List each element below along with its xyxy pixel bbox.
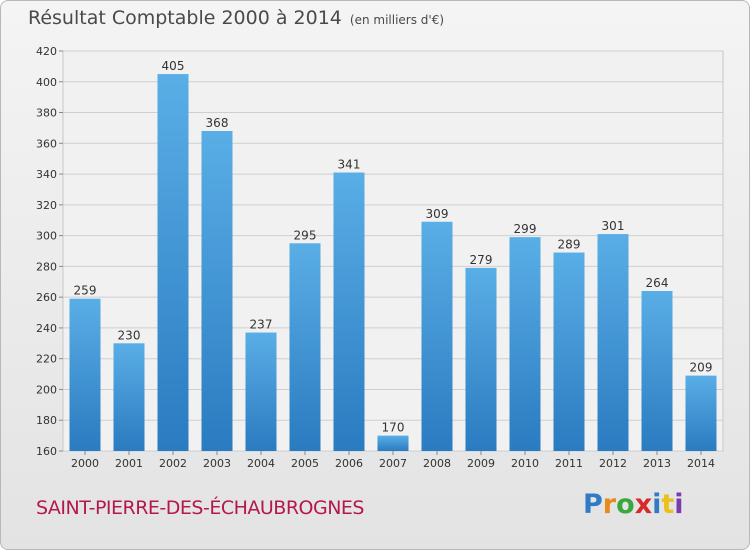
y-tick-label: 200 (36, 383, 57, 396)
bar (289, 243, 321, 451)
logo-letter: P (583, 489, 603, 520)
data-label: 279 (470, 253, 493, 267)
proxiti-logo: Proxiti (583, 489, 684, 520)
bar (157, 74, 189, 452)
y-tick-label: 180 (36, 414, 57, 427)
x-tick-label: 2012 (599, 457, 627, 470)
y-tick-label: 300 (36, 230, 57, 243)
bar (641, 291, 673, 451)
x-tick-label: 2004 (247, 457, 275, 470)
bar (377, 435, 409, 451)
data-label: 237 (250, 318, 273, 332)
data-label: 289 (558, 238, 581, 252)
y-tick-label: 360 (36, 137, 57, 150)
data-label: 259 (74, 284, 97, 298)
x-tick-label: 2008 (423, 457, 451, 470)
logo-letter: t (661, 489, 675, 520)
bar (685, 375, 717, 451)
y-axis-ticks: 160 180 200 220 240 260 280 300 320 340 360 380 400 4… (36, 45, 63, 458)
y-tick-label: 260 (36, 291, 57, 304)
x-tick-label: 2005 (291, 457, 319, 470)
data-label: 368 (206, 116, 229, 130)
bar (113, 343, 145, 451)
y-tick-label: 340 (36, 168, 57, 181)
data-label: 170 (382, 421, 405, 435)
data-label: 405 (162, 59, 185, 73)
logo-letter: o (616, 489, 635, 520)
data-label: 264 (646, 276, 669, 290)
x-tick-label: 2014 (687, 457, 715, 470)
x-tick-label: 2007 (379, 457, 407, 470)
x-tick-label: 2013 (643, 457, 671, 470)
bar (509, 237, 541, 451)
data-label: 230 (118, 328, 141, 342)
bar (201, 131, 233, 451)
x-tick-label: 2010 (511, 457, 539, 470)
data-labels: 259 230 405 368 237 295 341 170 309 279 299 289 301 2… (74, 59, 713, 435)
x-tick-label: 2009 (467, 457, 495, 470)
x-tick-label: 2000 (71, 457, 99, 470)
bars (69, 74, 717, 452)
y-tick-label: 380 (36, 107, 57, 120)
data-label: 299 (514, 222, 537, 236)
logo-letter: r (602, 489, 617, 520)
x-tick-label: 2002 (159, 457, 187, 470)
y-tick-label: 240 (36, 322, 57, 335)
logo-letter: i (652, 489, 662, 520)
logo-letter: x (634, 489, 653, 520)
x-tick-label: 2006 (335, 457, 363, 470)
commune-name: SAINT-PIERRE-DES-ÉCHAUBROGNES (36, 497, 364, 519)
y-tick-label: 320 (36, 199, 57, 212)
chart-unit: (en milliers d'€) (349, 13, 445, 27)
data-label: 295 (294, 228, 317, 242)
y-tick-label: 280 (36, 260, 57, 273)
logo-letter: i (674, 489, 684, 520)
x-axis-ticks: 2000 2001 2002 2003 2004 2005 2006 2007 2008 2009… (71, 451, 715, 470)
y-tick-label: 400 (36, 76, 57, 89)
bar (465, 267, 497, 451)
data-label: 209 (690, 361, 713, 375)
x-tick-label: 2003 (203, 457, 231, 470)
bar (245, 332, 277, 451)
bar (333, 172, 365, 452)
y-tick-label: 420 (36, 45, 57, 58)
chart-title-area: Résultat Comptable 2000 à 2014 (en millie… (28, 7, 444, 29)
x-tick-label: 2011 (555, 457, 583, 470)
bar (553, 252, 585, 451)
chart-title: Résultat Comptable 2000 à 2014 (28, 7, 342, 29)
y-tick-label: 160 (36, 445, 57, 458)
data-label: 301 (602, 219, 625, 233)
y-tick-label: 220 (36, 353, 57, 366)
bar (421, 221, 453, 451)
bar (69, 298, 101, 451)
bar (597, 234, 629, 451)
data-label: 341 (338, 158, 361, 172)
x-tick-label: 2001 (115, 457, 143, 470)
data-label: 309 (426, 207, 449, 221)
